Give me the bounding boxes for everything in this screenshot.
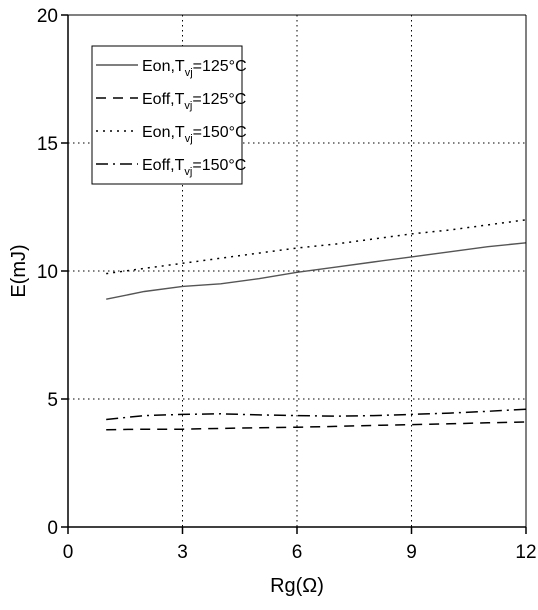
series-line-2 <box>106 421 527 431</box>
x-tick-label: 12 <box>515 542 536 563</box>
legend-box <box>91 45 243 185</box>
y-tick-label: 10 <box>37 262 58 283</box>
y-axis-title: E(mJ) <box>8 244 30 297</box>
y-tick-label: 5 <box>47 390 58 411</box>
series-line-3 <box>106 219 527 275</box>
y-tick-label: 0 <box>47 518 58 539</box>
legend-label-4: Eoff,Tvj=150°C <box>142 157 246 178</box>
x-tick-label: 0 <box>63 542 74 563</box>
y-tick-label: 15 <box>37 134 58 155</box>
x-tick-label: 3 <box>177 542 188 563</box>
legend-label-2: Eoff,Tvj=125°C <box>142 91 246 112</box>
x-axis-title: Rg(Ω) <box>270 575 324 597</box>
y-tick-label: 20 <box>37 6 58 27</box>
legend: Eon,Tvj=125°C Eoff,Tvj=125°C Eon,Tvj=150°C… <box>91 45 247 185</box>
x-tick-label: 9 <box>406 542 417 563</box>
series-line-4 <box>106 408 527 421</box>
series-line-1 <box>106 242 527 300</box>
legend-label-3: Eon,Tvj=150°C <box>142 124 247 145</box>
legend-label-1: Eon,Tvj=125°C <box>142 58 247 79</box>
series-lines <box>106 219 527 431</box>
axes: 0 3 6 9 12 0 5 10 15 20 Rg(Ω) E(mJ) <box>8 6 537 597</box>
x-tick-label: 6 <box>292 542 303 563</box>
